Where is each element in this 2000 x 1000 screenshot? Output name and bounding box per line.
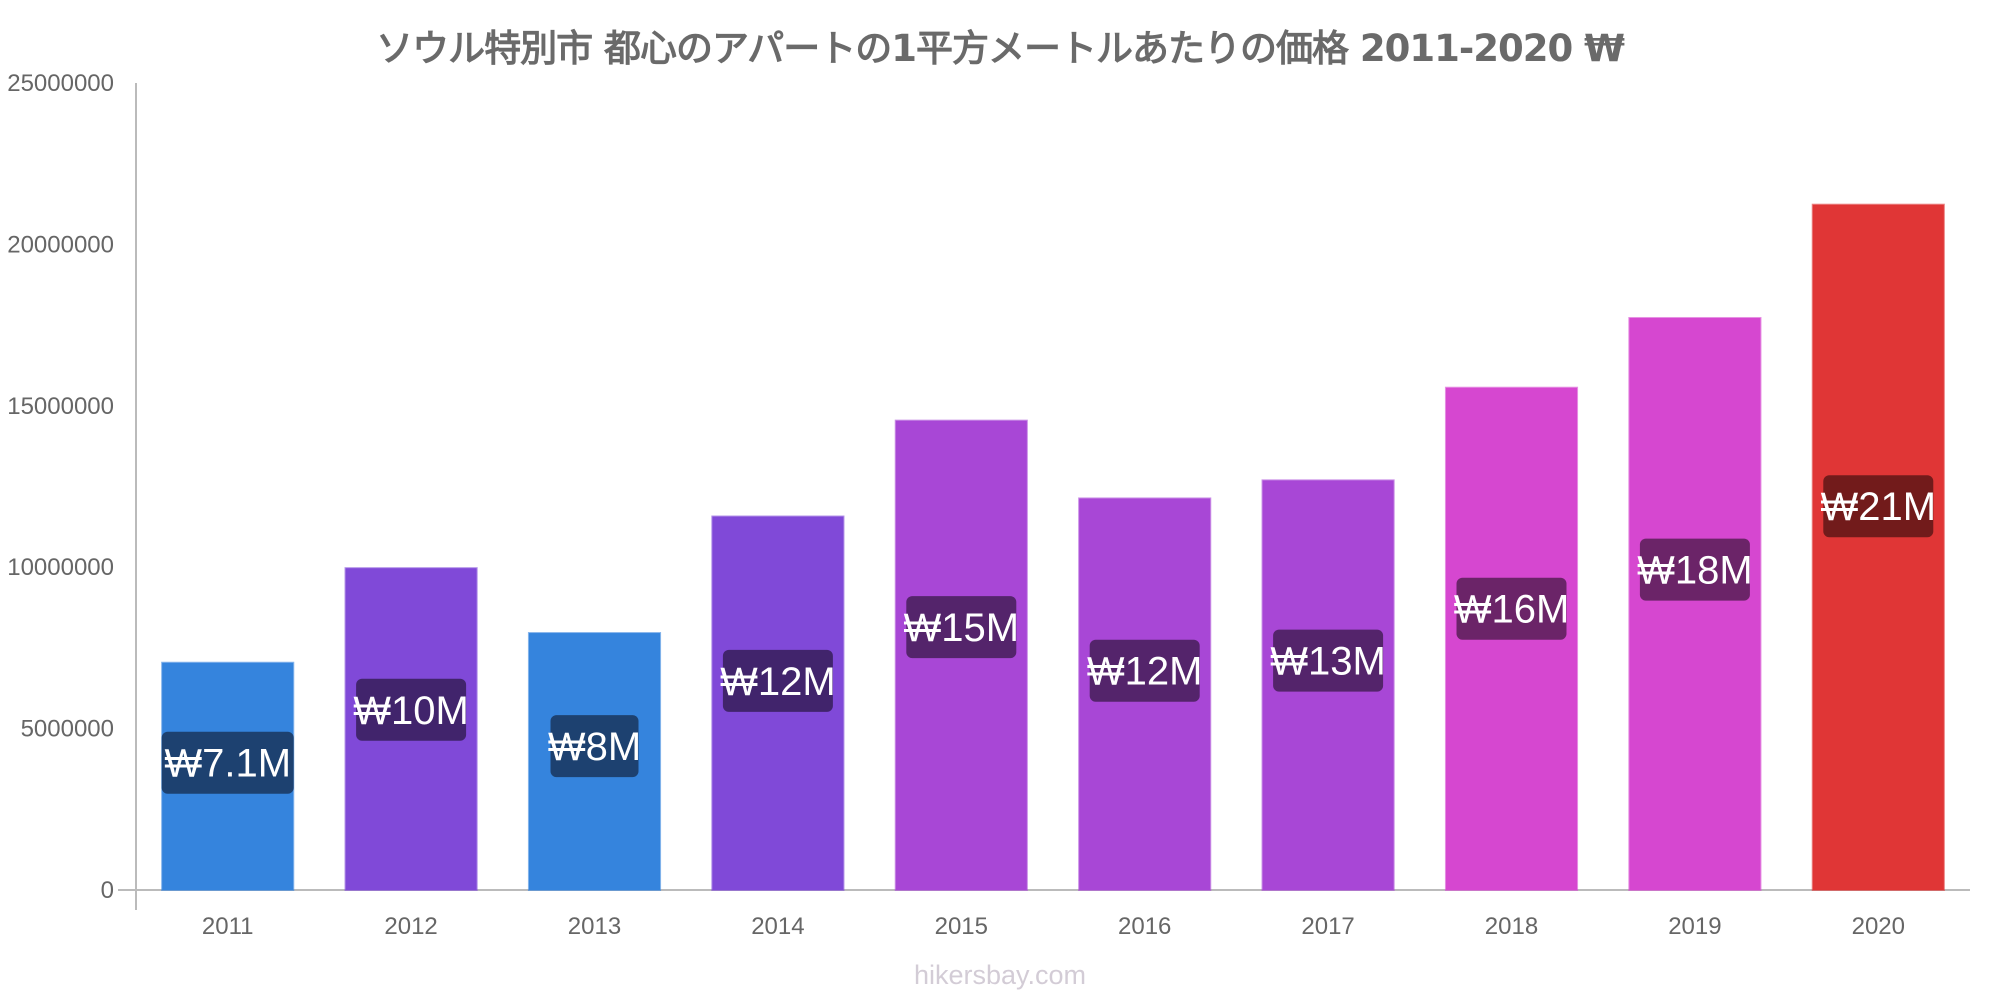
data-label: ₩7.1M [164,742,291,786]
x-tick-label: 2013 [568,913,621,940]
data-label-box [1456,577,1567,640]
x-tick-label: 2018 [1485,913,1538,940]
bar [1811,203,1945,891]
data-label-box [1273,629,1384,692]
data-label-box [161,731,294,794]
x-tick-label: 2012 [384,913,437,940]
y-tick-label: 15000000 [7,393,114,420]
y-tick-label: 25000000 [7,70,114,97]
y-tick-label: 5000000 [21,716,114,743]
data-label: ₩21M [1821,485,1937,529]
data-label: ₩18M [1637,549,1753,593]
data-label-box [1089,639,1200,702]
data-labels: ₩7.1M ₩10M ₩8M ₩12M ₩15M ₩12M ₩13M ₩16M ₩18M ₩21M [161,475,1937,794]
data-label-box [722,649,833,712]
data-label: ₩15M [904,606,1020,650]
x-tick-label: 2014 [751,913,804,940]
x-tick-label: 2011 [202,913,254,940]
y-axis: 0 5000000 10000000 15000000 20000000 25000000 [7,70,137,910]
data-label: ₩12M [1087,650,1203,694]
x-tick-label: 2015 [935,913,988,940]
data-label: ₩10M [353,689,469,733]
data-label-box [1823,475,1934,538]
x-tick-label: 2017 [1301,913,1354,940]
data-label: ₩8M [548,725,641,769]
data-label-box [356,678,467,741]
x-axis: 2011 2012 2013 2014 2015 2016 2017 2018 2019 2020 [118,889,1970,940]
watermark: hikersbay.com [913,960,1087,990]
y-tick-label: 0 [101,877,114,904]
data-label-box [550,715,639,778]
y-tick-label: 10000000 [7,554,114,581]
data-label: ₩12M [720,660,836,704]
x-tick-label: 2016 [1118,913,1171,940]
chart-title: ソウル特別市 都心のアパートの1平方メートルあたりの価格 2011-2020 ₩ [376,27,1625,70]
y-tick-label: 20000000 [7,231,114,258]
x-tick-label: 2020 [1852,913,1905,940]
x-tick-label: 2019 [1668,913,1721,940]
bar [1628,316,1762,891]
data-label: ₩16M [1454,588,1570,632]
data-label-box [1639,538,1750,601]
data-label-box [906,596,1017,659]
data-label: ₩13M [1270,640,1386,684]
